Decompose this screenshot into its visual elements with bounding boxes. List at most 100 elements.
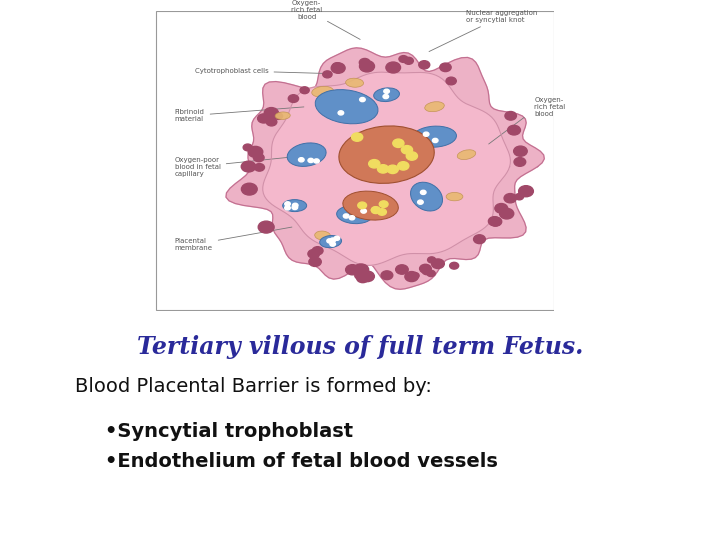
Circle shape	[292, 203, 298, 207]
Circle shape	[384, 89, 390, 93]
Ellipse shape	[320, 235, 341, 248]
Circle shape	[248, 146, 263, 157]
Circle shape	[369, 160, 380, 168]
Circle shape	[359, 60, 374, 72]
Text: Tertiary villous of full term Fetus.: Tertiary villous of full term Fetus.	[137, 335, 583, 359]
Circle shape	[431, 259, 444, 268]
Circle shape	[331, 63, 345, 73]
Circle shape	[383, 94, 389, 99]
Ellipse shape	[283, 200, 307, 212]
Circle shape	[330, 242, 336, 246]
Circle shape	[397, 161, 409, 170]
Circle shape	[411, 273, 419, 279]
Circle shape	[504, 193, 516, 203]
Circle shape	[514, 158, 526, 166]
Circle shape	[418, 200, 423, 204]
Circle shape	[377, 165, 389, 173]
Circle shape	[258, 221, 274, 233]
Text: Oxygen-
rich fetal
blood: Oxygen- rich fetal blood	[291, 0, 360, 39]
Circle shape	[241, 161, 256, 172]
Ellipse shape	[346, 78, 364, 87]
Circle shape	[359, 58, 370, 66]
Ellipse shape	[446, 192, 463, 201]
Circle shape	[428, 257, 436, 263]
Circle shape	[309, 257, 321, 266]
Text: •Endothelium of fetal blood vessels: •Endothelium of fetal blood vessels	[105, 452, 498, 471]
Circle shape	[334, 236, 340, 240]
Circle shape	[333, 63, 342, 70]
Circle shape	[360, 97, 365, 102]
Circle shape	[500, 208, 514, 219]
Circle shape	[343, 214, 349, 218]
Circle shape	[288, 94, 299, 103]
Circle shape	[355, 272, 364, 279]
Circle shape	[358, 202, 366, 208]
Circle shape	[264, 107, 279, 118]
Circle shape	[372, 207, 380, 213]
Circle shape	[284, 202, 290, 206]
Circle shape	[474, 235, 485, 244]
Ellipse shape	[413, 126, 456, 147]
Text: •Syncytial trophoblast: •Syncytial trophoblast	[105, 422, 353, 441]
Circle shape	[292, 205, 297, 210]
Circle shape	[423, 132, 429, 136]
Ellipse shape	[315, 90, 378, 124]
Circle shape	[241, 183, 257, 195]
Ellipse shape	[337, 206, 372, 224]
Circle shape	[308, 249, 320, 258]
Circle shape	[420, 264, 431, 273]
Text: Oxygen-
rich fetal
blood: Oxygen- rich fetal blood	[534, 97, 566, 117]
Ellipse shape	[457, 150, 476, 159]
Ellipse shape	[425, 102, 444, 112]
Ellipse shape	[339, 126, 434, 184]
Circle shape	[515, 193, 523, 200]
Circle shape	[419, 60, 430, 69]
Circle shape	[386, 62, 400, 73]
Circle shape	[254, 164, 264, 171]
Circle shape	[427, 271, 436, 276]
Text: Cytotrophoblast cells: Cytotrophoblast cells	[194, 68, 332, 74]
Circle shape	[377, 208, 387, 215]
Circle shape	[495, 204, 508, 213]
Circle shape	[312, 247, 323, 255]
Circle shape	[349, 215, 355, 220]
Circle shape	[420, 190, 426, 194]
Text: Fibrinoid
material: Fibrinoid material	[175, 107, 304, 122]
Circle shape	[351, 133, 363, 141]
Circle shape	[387, 165, 398, 173]
Circle shape	[490, 217, 502, 226]
Circle shape	[327, 239, 333, 243]
Circle shape	[274, 113, 283, 119]
Circle shape	[393, 139, 404, 147]
Ellipse shape	[374, 88, 400, 102]
Circle shape	[372, 207, 380, 213]
Ellipse shape	[315, 231, 330, 240]
Circle shape	[422, 268, 431, 275]
Circle shape	[505, 112, 516, 120]
Circle shape	[449, 262, 459, 269]
Ellipse shape	[312, 86, 333, 97]
Circle shape	[508, 125, 521, 135]
Circle shape	[406, 152, 418, 160]
Circle shape	[513, 146, 527, 156]
Circle shape	[266, 118, 276, 126]
Circle shape	[433, 138, 438, 143]
Circle shape	[396, 265, 408, 274]
Circle shape	[399, 56, 408, 63]
Polygon shape	[263, 72, 510, 265]
Circle shape	[300, 87, 309, 93]
Circle shape	[379, 201, 388, 207]
Circle shape	[360, 271, 374, 282]
Circle shape	[404, 57, 413, 64]
Circle shape	[381, 271, 393, 280]
Circle shape	[323, 71, 332, 78]
Circle shape	[299, 158, 304, 162]
Circle shape	[490, 218, 501, 226]
Text: Placental
membrane: Placental membrane	[175, 227, 292, 251]
Circle shape	[314, 159, 319, 163]
Circle shape	[284, 206, 290, 210]
Circle shape	[401, 146, 413, 154]
Circle shape	[488, 217, 500, 226]
Circle shape	[361, 209, 366, 213]
Circle shape	[338, 111, 343, 115]
